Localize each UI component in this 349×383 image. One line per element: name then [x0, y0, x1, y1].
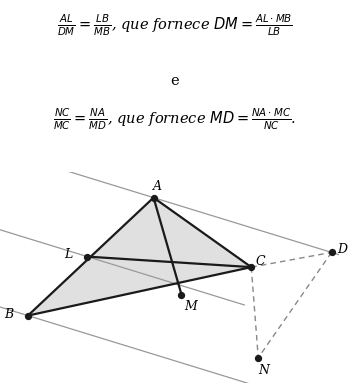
Point: [179, 291, 184, 298]
Text: M: M: [184, 300, 196, 313]
Text: e: e: [170, 74, 179, 88]
Point: [151, 195, 156, 201]
Text: $\frac{AL}{DM} = \frac{LB}{MB}$, que fornece $DM = \frac{AL \cdot MB}{LB}$: $\frac{AL}{DM} = \frac{LB}{MB}$, que for…: [57, 13, 292, 38]
Text: D: D: [337, 243, 347, 256]
Point: [248, 264, 254, 270]
Polygon shape: [28, 198, 251, 316]
Text: N: N: [258, 364, 269, 377]
Text: A: A: [153, 180, 162, 193]
Text: C: C: [255, 255, 265, 268]
Text: $\frac{NC}{MC} = \frac{NA}{MD}$, que fornece $MD = \frac{NA \cdot MC}{NC}$.: $\frac{NC}{MC} = \frac{NA}{MD}$, que for…: [53, 106, 296, 132]
Point: [84, 254, 90, 260]
Point: [329, 249, 334, 255]
Text: B: B: [4, 308, 13, 321]
Text: L: L: [64, 248, 72, 261]
Point: [255, 355, 261, 361]
Point: [25, 313, 31, 319]
